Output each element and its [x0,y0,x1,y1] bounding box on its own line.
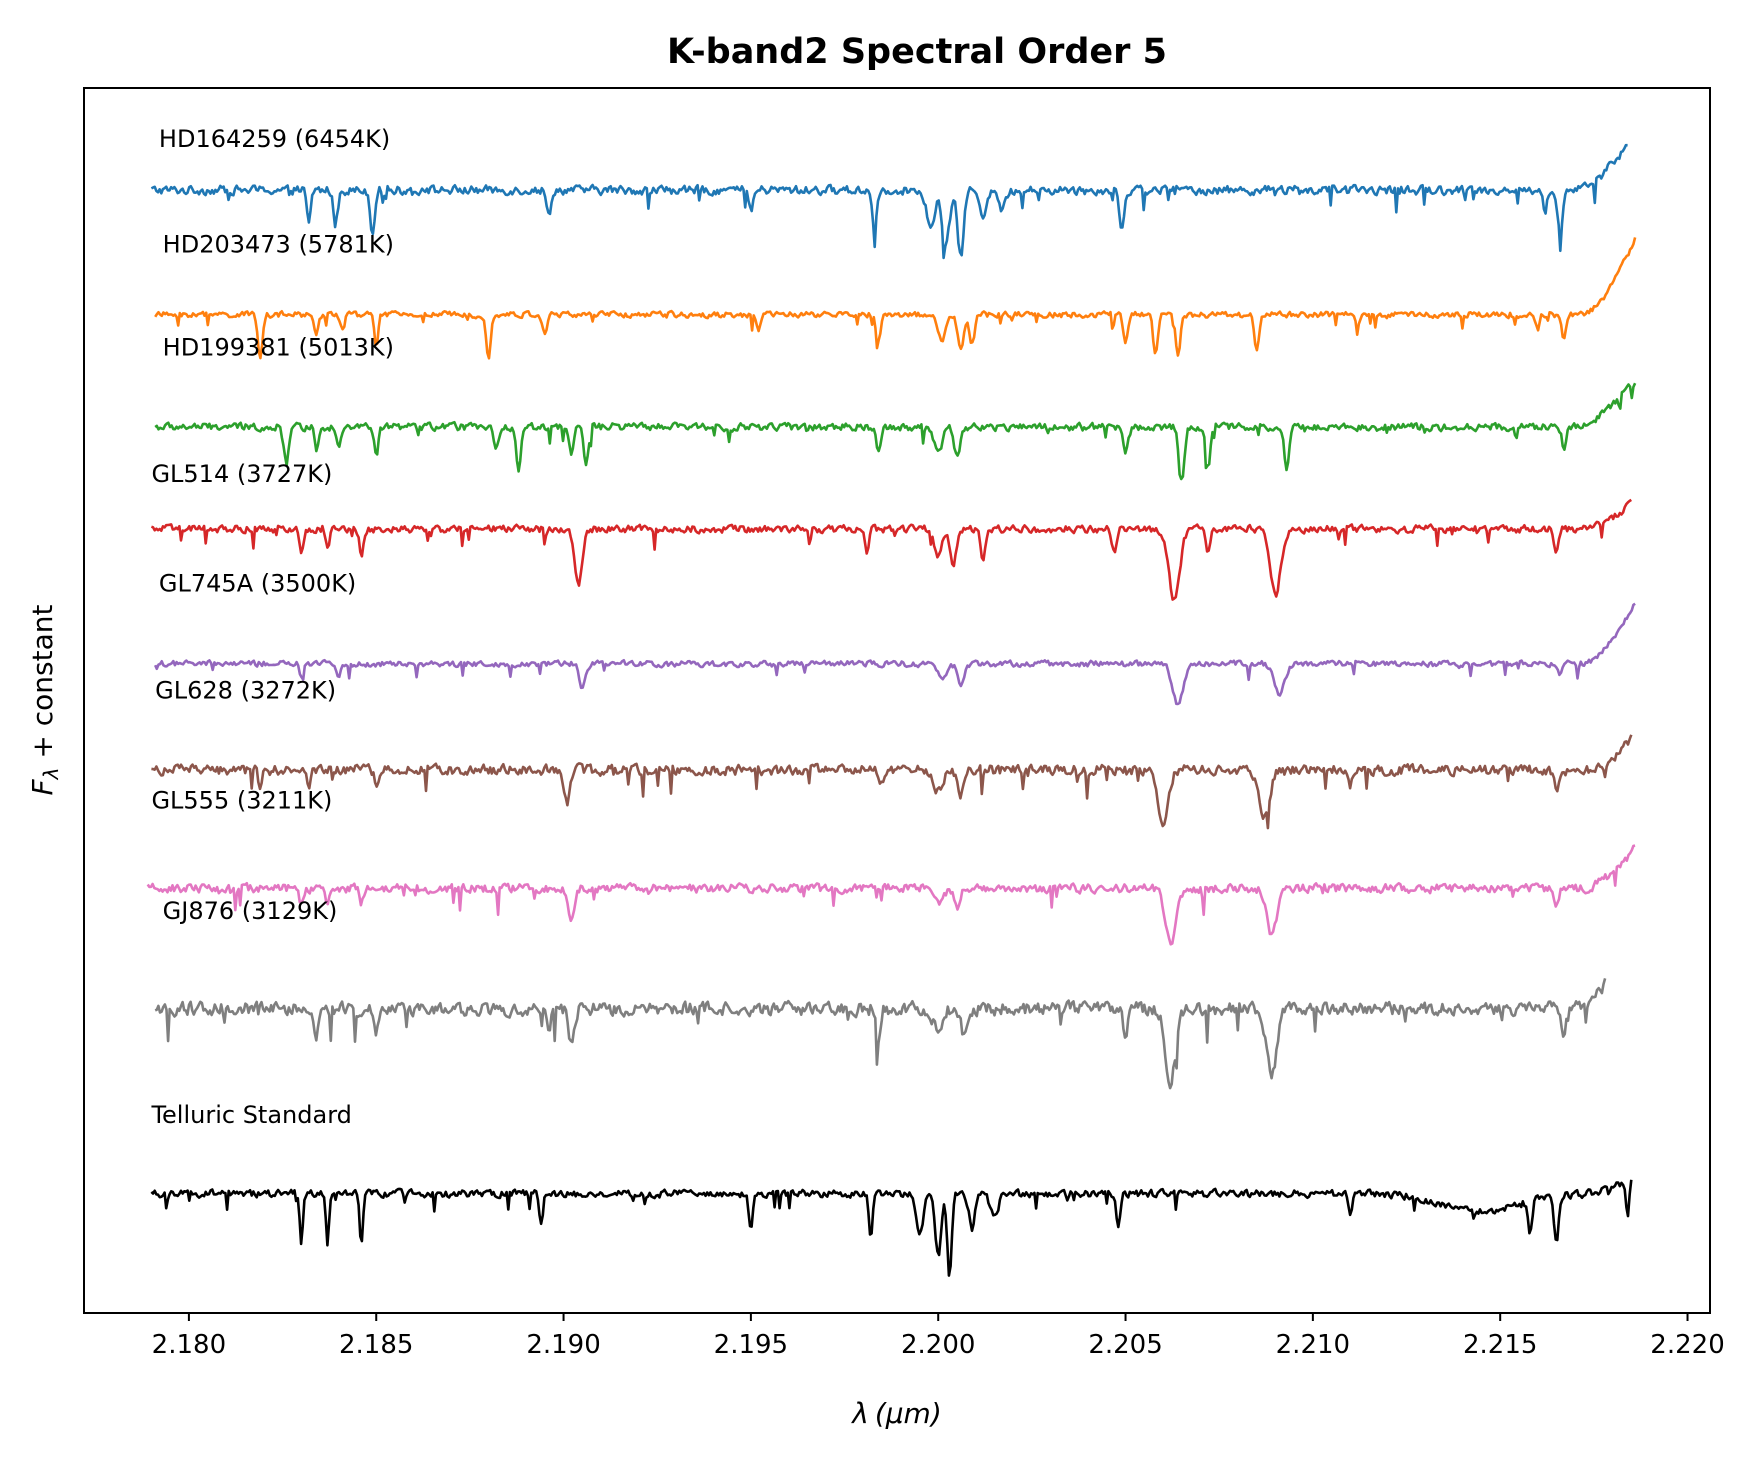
x-tick-label: 2.195 [714,1330,788,1360]
series-line [154,602,1636,706]
series-line [150,498,1632,601]
series-line [150,1179,1633,1277]
y-axis-label: Fλ + constant [26,605,63,796]
x-tick-label: 2.200 [901,1330,975,1360]
series-label: GL555 (3211K) [151,787,332,815]
series-line [151,734,1633,830]
series-line [146,844,1636,946]
y-axis-label-rest: + constant [26,605,59,768]
series-layer [146,143,1637,1277]
plot-frame [83,87,1711,1314]
series-label: GJ876 (3129K) [163,897,338,925]
x-tick-label: 2.185 [339,1330,413,1360]
series-label: Telluric Standard [150,1101,351,1129]
y-axis-label-symbol: F [26,778,59,795]
x-tick-label: 2.210 [1276,1330,1350,1360]
x-axis-label: λ (μm) [850,1397,942,1430]
series-labels: HD164259 (6454K) HD203473 (5781K) HD199381… [150,125,394,1129]
series-line [154,382,1637,481]
series-label: GL745A (3500K) [159,569,356,597]
series-label: HD199381 (5013K) [163,333,394,361]
series-label: HD164259 (6454K) [159,125,390,153]
x-tick-label: 2.205 [1088,1330,1162,1360]
series-label: GL514 (3727K) [151,460,332,488]
x-tick-label: 2.215 [1463,1330,1537,1360]
series-line [154,237,1637,360]
x-tick-label: 2.220 [1650,1330,1724,1360]
x-tick-label: 2.180 [152,1330,226,1360]
x-axis-label-unit: (μm) [875,1397,942,1430]
x-tick-label: 2.190 [526,1330,600,1360]
chart-title: K-band2 Spectral Order 5 [667,32,1167,72]
x-axis-ticks: 2.180 2.185 2.190 2.195 2.200 2.205 2.210 2.215… [152,1313,1725,1360]
series-label: GL628 (3272K) [155,676,336,704]
series-line [150,143,1628,260]
series-label: HD203473 (5781K) [163,230,394,258]
x-axis-label-symbol: λ [850,1397,869,1430]
series-line [154,978,1607,1090]
y-axis-label-subscript: λ [39,768,63,781]
